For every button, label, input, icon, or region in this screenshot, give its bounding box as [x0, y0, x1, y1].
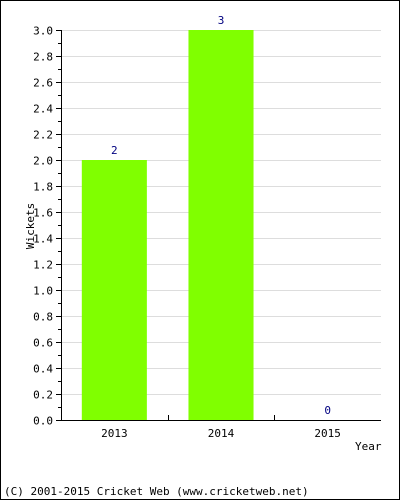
y-tick-label: 0.2	[33, 389, 53, 402]
bar	[81, 160, 147, 420]
y-tick-label: 1.6	[33, 207, 53, 220]
y-tick-label: 0.8	[33, 311, 53, 324]
y-tick-label: 2.8	[33, 51, 53, 64]
axes	[56, 30, 381, 421]
y-tick-label: 1.8	[33, 181, 53, 194]
x-tick-label: 2015	[314, 427, 341, 440]
y-tick-label: 3.0	[33, 25, 53, 38]
data-label: 2	[111, 144, 118, 157]
y-tick-label: 2.6	[33, 77, 53, 90]
copyright-footer: (C) 2001-2015 Cricket Web (www.cricketwe…	[4, 485, 309, 498]
y-tick-label: 0.4	[33, 363, 53, 376]
y-axis-title: Wickets	[24, 203, 37, 249]
x-axis-title: Year	[355, 440, 382, 453]
y-tick-label: 1.4	[33, 233, 53, 246]
y-tick-label: 0.0	[33, 415, 53, 428]
labels: 0.0 0.2 0.4 0.6 0.8 1.0 1.2 1.4 1.6 1.8 2.0 2.2 2.4 2…	[33, 14, 341, 440]
y-tick-label: 2.0	[33, 155, 53, 168]
data-label: 0	[324, 404, 331, 417]
data-label: 3	[218, 14, 225, 27]
y-tick-label: 2.2	[33, 129, 53, 142]
y-tick-label: 2.4	[33, 103, 53, 116]
y-tick-label: 0.6	[33, 337, 53, 350]
x-tick-label: 2014	[208, 427, 235, 440]
bars	[81, 30, 254, 420]
x-tick-label: 2013	[101, 427, 128, 440]
bar	[188, 30, 254, 420]
y-tick-label: 1.2	[33, 259, 53, 272]
y-tick-label: 1.0	[33, 285, 53, 298]
